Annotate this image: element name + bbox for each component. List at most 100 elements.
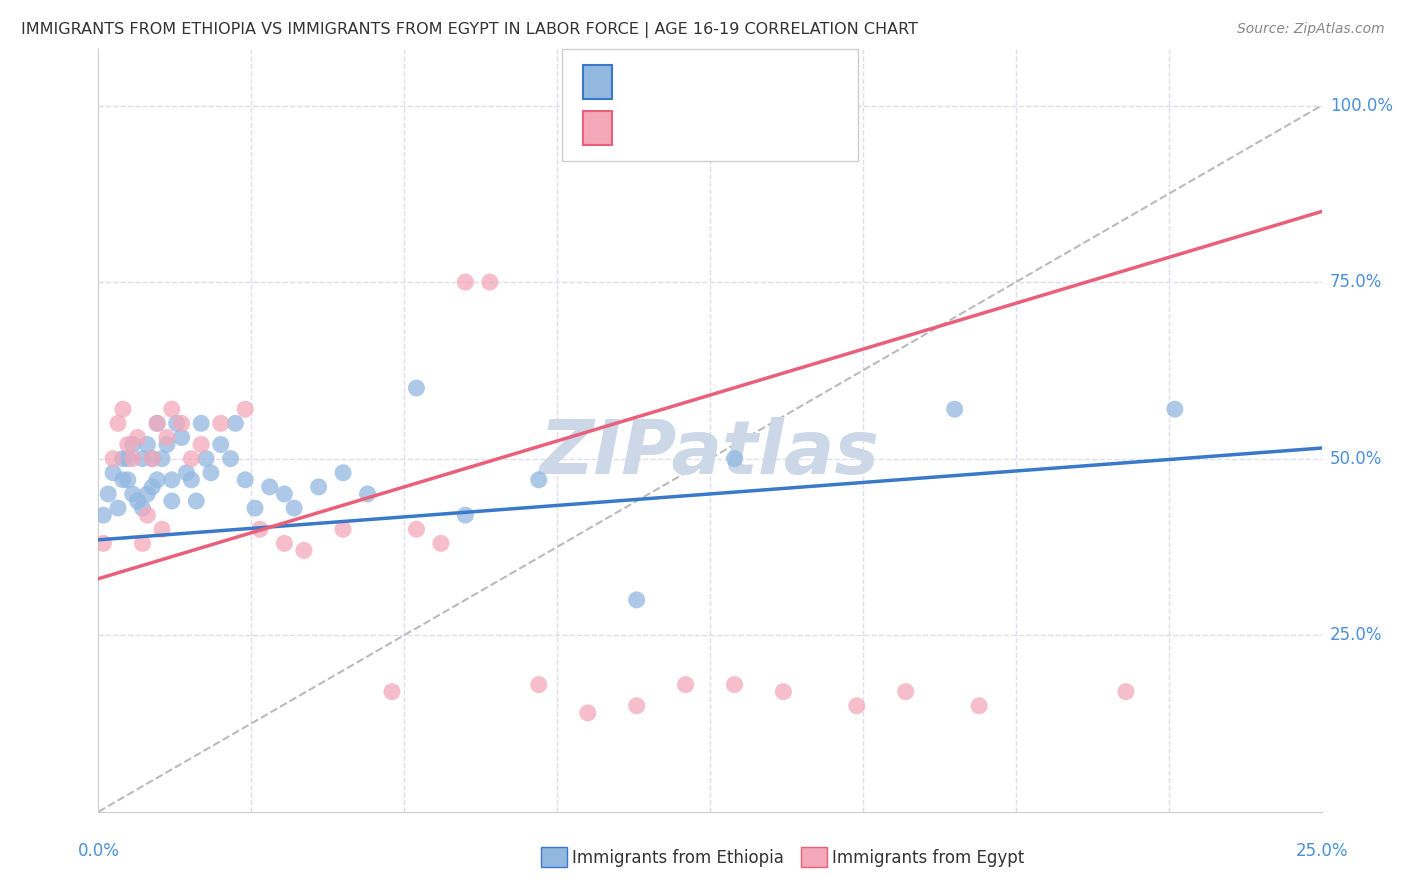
Point xyxy=(176,466,198,480)
Point xyxy=(180,473,202,487)
Point xyxy=(150,451,173,466)
Point xyxy=(101,466,124,480)
Point xyxy=(478,275,501,289)
Point xyxy=(273,487,295,501)
Text: 25.0%: 25.0% xyxy=(1295,842,1348,860)
Point xyxy=(136,487,159,501)
Point xyxy=(576,706,599,720)
Point xyxy=(190,437,212,451)
Point xyxy=(141,451,163,466)
Point xyxy=(332,466,354,480)
Point xyxy=(117,451,139,466)
Point xyxy=(454,275,477,289)
Text: IMMIGRANTS FROM ETHIOPIA VS IMMIGRANTS FROM EGYPT IN LABOR FORCE | AGE 16-19 COR: IMMIGRANTS FROM ETHIOPIA VS IMMIGRANTS F… xyxy=(21,22,918,38)
Point xyxy=(141,480,163,494)
Point xyxy=(259,480,281,494)
Point xyxy=(845,698,868,713)
Point xyxy=(101,451,124,466)
Point xyxy=(308,480,330,494)
Point xyxy=(381,684,404,698)
Point xyxy=(527,473,550,487)
Point xyxy=(209,437,232,451)
Text: 100.0%: 100.0% xyxy=(1330,96,1393,114)
Point xyxy=(209,417,232,431)
Text: R = 0.462: R = 0.462 xyxy=(623,119,713,136)
Point xyxy=(107,417,129,431)
Point xyxy=(675,678,697,692)
Text: N = 38: N = 38 xyxy=(745,119,808,136)
Text: Source: ZipAtlas.com: Source: ZipAtlas.com xyxy=(1237,22,1385,37)
Point xyxy=(405,522,427,536)
Point xyxy=(170,430,193,444)
Point xyxy=(121,437,143,451)
Point xyxy=(273,536,295,550)
Point xyxy=(160,473,183,487)
Point xyxy=(117,437,139,451)
Point xyxy=(166,417,188,431)
Point xyxy=(249,522,271,536)
Text: 50.0%: 50.0% xyxy=(1330,450,1382,467)
Point xyxy=(626,593,648,607)
Point xyxy=(117,473,139,487)
Text: ZIPatlas: ZIPatlas xyxy=(540,417,880,490)
Point xyxy=(121,487,143,501)
Point xyxy=(160,494,183,508)
Point xyxy=(1115,684,1137,698)
Point xyxy=(131,451,153,466)
Point xyxy=(1164,402,1187,417)
Text: N = 49: N = 49 xyxy=(745,73,808,91)
Point xyxy=(405,381,427,395)
Point xyxy=(111,473,134,487)
Point xyxy=(186,494,208,508)
Point xyxy=(283,501,305,516)
Point xyxy=(195,451,218,466)
Point xyxy=(894,684,917,698)
Point xyxy=(772,684,794,698)
Point xyxy=(170,417,193,431)
Point xyxy=(454,508,477,523)
Point xyxy=(111,402,134,417)
Text: 75.0%: 75.0% xyxy=(1330,273,1382,291)
Point xyxy=(332,522,354,536)
Point xyxy=(150,522,173,536)
Point xyxy=(146,473,169,487)
Point xyxy=(160,402,183,417)
Point xyxy=(943,402,966,417)
Point xyxy=(243,501,266,516)
Point xyxy=(107,501,129,516)
Point xyxy=(626,698,648,713)
Point xyxy=(190,417,212,431)
Point xyxy=(146,417,169,431)
Point xyxy=(156,430,179,444)
Point xyxy=(356,487,378,501)
Point xyxy=(723,678,745,692)
Point xyxy=(224,417,246,431)
Point xyxy=(219,451,242,466)
Point xyxy=(233,473,256,487)
Point xyxy=(200,466,222,480)
Point xyxy=(156,437,179,451)
Point xyxy=(430,536,453,550)
Text: 25.0%: 25.0% xyxy=(1330,626,1382,644)
Point xyxy=(127,430,149,444)
Text: R = 0.266: R = 0.266 xyxy=(623,73,713,91)
Point xyxy=(146,417,169,431)
Point xyxy=(131,501,153,516)
Point xyxy=(967,698,990,713)
Point xyxy=(292,543,315,558)
Point xyxy=(121,451,143,466)
Point xyxy=(723,451,745,466)
Point xyxy=(111,451,134,466)
Point xyxy=(141,451,163,466)
Point xyxy=(91,508,114,523)
Text: Immigrants from Egypt: Immigrants from Egypt xyxy=(832,849,1025,867)
Point xyxy=(136,437,159,451)
Point xyxy=(131,536,153,550)
Point xyxy=(97,487,120,501)
Point xyxy=(527,678,550,692)
Point xyxy=(91,536,114,550)
Point xyxy=(136,508,159,523)
Point xyxy=(180,451,202,466)
Point xyxy=(127,494,149,508)
Point xyxy=(233,402,256,417)
